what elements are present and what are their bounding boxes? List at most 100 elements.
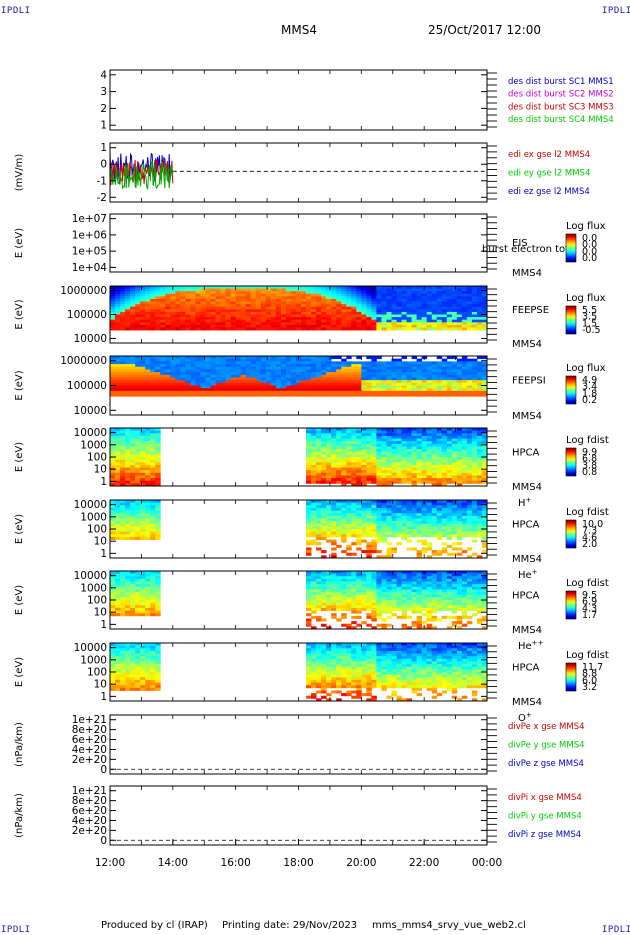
heatmap-cell [125, 511, 130, 514]
heatmap-cell [221, 315, 226, 318]
heatmap-cell [140, 367, 145, 370]
heatmap-cell [336, 473, 341, 476]
heatmap-cell [361, 460, 366, 463]
heatmap-cell [110, 449, 115, 452]
heatmap-cell [351, 457, 356, 460]
heatmap-cell [241, 367, 246, 370]
heatmap-cell [321, 537, 326, 540]
heatmap-cell [371, 478, 376, 481]
heatmap-cell [336, 375, 341, 378]
heatmap-cell [381, 534, 386, 537]
heatmap-cell [160, 304, 165, 307]
colorbar [566, 520, 576, 548]
heatmap-cell [271, 380, 276, 383]
heatmap-cell [381, 518, 386, 521]
heatmap-cell [381, 475, 386, 478]
heatmap-cell [341, 470, 346, 473]
heatmap-cell [452, 309, 457, 312]
heatmap-cell [462, 444, 467, 447]
heatmap-cell [311, 584, 316, 587]
heatmap-cell [386, 605, 391, 608]
heatmap-cell [306, 618, 311, 621]
heatmap-cell [361, 454, 366, 457]
heatmap-cell [386, 439, 391, 442]
heatmap-cell [326, 465, 331, 468]
heatmap-cell [336, 521, 341, 524]
heatmap-cell [110, 518, 115, 521]
heatmap-cell [150, 516, 155, 519]
heatmap-cell [391, 529, 396, 532]
heatmap-cell [145, 439, 150, 442]
heatmap-cell [306, 457, 311, 460]
heatmap-cell [442, 444, 447, 447]
heatmap-cell [301, 322, 306, 325]
heatmap-cell [336, 592, 341, 595]
heatmap-cell [452, 470, 457, 473]
heatmap-cell [306, 547, 311, 550]
heatmap-cell [361, 600, 366, 603]
heatmap-cell [336, 529, 341, 532]
heatmap-cell [432, 579, 437, 582]
heatmap-cell [412, 394, 417, 397]
heatmap-cell [110, 587, 115, 590]
heatmap-cell [261, 391, 266, 394]
heatmap-cell [447, 369, 452, 372]
legend-entry: des dist burst SC2 MMS2 [508, 90, 614, 100]
heatmap-cell [120, 468, 125, 471]
heatmap-cell [155, 511, 160, 514]
heatmap-cell [231, 302, 236, 305]
heatmap-cell [306, 377, 311, 380]
heatmap-cell [140, 605, 145, 608]
heatmap-cell [432, 386, 437, 389]
heatmap-cell [427, 377, 432, 380]
heatmap-cell [366, 460, 371, 463]
heatmap-cell [397, 441, 402, 444]
heatmap-cell [155, 325, 160, 328]
heatmap-cell [291, 364, 296, 367]
heatmap-cell [271, 364, 276, 367]
heatmap-cell [321, 518, 326, 521]
heatmap-cell [422, 529, 427, 532]
heatmap-cell [371, 446, 376, 449]
heatmap-cell [291, 359, 296, 362]
heatmap-cell [452, 377, 457, 380]
heatmap-cell [371, 518, 376, 521]
heatmap-cell [145, 299, 150, 302]
heatmap-cell [135, 584, 140, 587]
heatmap-cell [366, 574, 371, 577]
heatmap-cell [351, 529, 356, 532]
heatmap-cell [351, 361, 356, 364]
heatmap-cell [432, 391, 437, 394]
heatmap-cell [371, 597, 376, 600]
heatmap-cell [412, 391, 417, 394]
heatmap-cell [437, 327, 442, 330]
heatmap-cell [296, 367, 301, 370]
heatmap-cell [251, 307, 256, 310]
heatmap-cell [336, 605, 341, 608]
heatmap-cell [150, 327, 155, 330]
heatmap-cell [356, 322, 361, 325]
heatmap-cell [155, 584, 160, 587]
heatmap-cell [296, 375, 301, 378]
heatmap-cell [346, 465, 351, 468]
heatmap-cell [452, 441, 457, 444]
heatmap-cell [391, 325, 396, 328]
heatmap-cell [457, 521, 462, 524]
heatmap-cell [397, 327, 402, 330]
heatmap-cell [190, 325, 195, 328]
heatmap-cell [125, 315, 130, 318]
heatmap-cell [341, 454, 346, 457]
heatmap-cell [442, 441, 447, 444]
heatmap-cell [452, 364, 457, 367]
heatmap-cell [145, 521, 150, 524]
heatmap-cell [397, 294, 402, 297]
heatmap-cell [366, 307, 371, 310]
heatmap-cell [381, 309, 386, 312]
heatmap-cell [140, 460, 145, 463]
heatmap-cell [371, 320, 376, 323]
heatmap-cell [231, 361, 236, 364]
heatmap-cell [120, 377, 125, 380]
heatmap-cell [155, 388, 160, 391]
heatmap-cell [301, 312, 306, 315]
heatmap-cell [391, 478, 396, 481]
